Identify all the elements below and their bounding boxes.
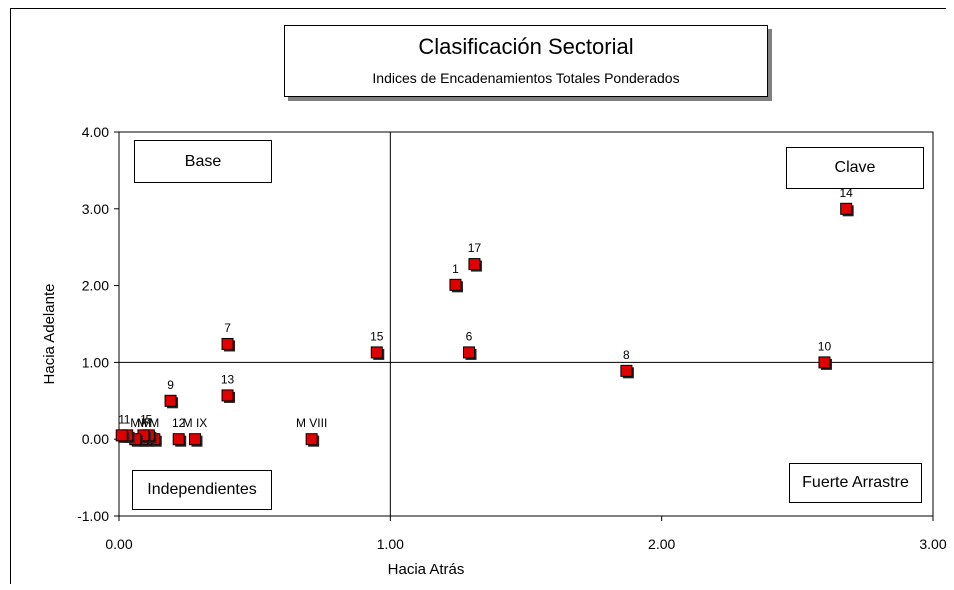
quadrant-label-clave: Clave — [786, 147, 924, 189]
point-marker — [305, 433, 318, 446]
quadrant-label-independientes: Independientes — [132, 470, 272, 510]
point-marker — [818, 356, 831, 369]
point-label: 14 — [839, 186, 853, 200]
quadrant-label-fuerte-arrastre: Fuerte Arrastre — [789, 463, 922, 503]
point-label: M — [141, 416, 151, 430]
point-marker — [840, 202, 853, 215]
chart-subtitle: Indices de Encadenamientos Totales Ponde… — [372, 70, 680, 86]
point-marker — [164, 394, 177, 407]
point-marker — [221, 337, 234, 350]
point-marker — [463, 346, 476, 359]
y-tick-label: 0.00 — [82, 431, 109, 447]
x-tick-label: 1.00 — [377, 536, 404, 552]
x-axis-label: Hacia Atrás — [388, 561, 465, 578]
x-tick-label: 3.00 — [919, 536, 946, 552]
point-label: 9 — [167, 378, 174, 392]
point-marker — [468, 258, 481, 271]
point-marker — [370, 346, 383, 359]
point-label: 5 — [146, 412, 153, 426]
point-label: 10 — [818, 339, 832, 353]
point-label: M VIII — [296, 416, 327, 430]
point-label: 1 — [452, 262, 459, 276]
point-label: 6 — [466, 329, 473, 343]
x-tick-label: 2.00 — [648, 536, 675, 552]
point-label: 1 — [124, 412, 131, 426]
axes-layer: 0.00 1.00 2.00 3.00 -1.00 0.00 1.00 2.00 3.00 4.0… — [41, 124, 947, 578]
y-tick-label: 2.00 — [82, 278, 109, 294]
chart-title: Clasificación Sectorial — [418, 34, 634, 59]
point-marker — [620, 364, 633, 377]
y-axis-label: Hacia Adelante — [41, 284, 58, 385]
point-label: 12 — [172, 416, 186, 430]
plot-area-border — [118, 131, 934, 517]
point-label: 1 — [118, 412, 125, 426]
y-tick-label: -1.00 — [77, 508, 109, 524]
point-label: 15 — [370, 329, 384, 343]
point-marker — [172, 433, 185, 446]
point-marker — [115, 429, 128, 442]
y-tick-label: 3.00 — [82, 201, 109, 217]
point-label: 1 — [140, 412, 147, 426]
y-tick-label: 4.00 — [82, 124, 109, 140]
point-label: M IX — [183, 416, 208, 430]
x-tick-label: 0.00 — [105, 536, 132, 552]
title-box: Clasificación Sectorial Indices de Encad… — [284, 25, 768, 97]
point-marker — [449, 278, 462, 291]
point-label: 8 — [623, 348, 630, 362]
point-marker — [221, 389, 234, 402]
point-label: M — [137, 416, 147, 430]
chart-frame — [10, 8, 946, 584]
point-marker — [188, 433, 201, 446]
point-label: 13 — [221, 372, 235, 386]
point-label: 7 — [224, 321, 231, 335]
quadrant-label-base: Base — [134, 140, 272, 183]
point-label: M — [130, 416, 140, 430]
point-label: M — [149, 416, 159, 430]
y-tick-label: 1.00 — [82, 354, 109, 370]
point-label: 17 — [468, 241, 482, 255]
